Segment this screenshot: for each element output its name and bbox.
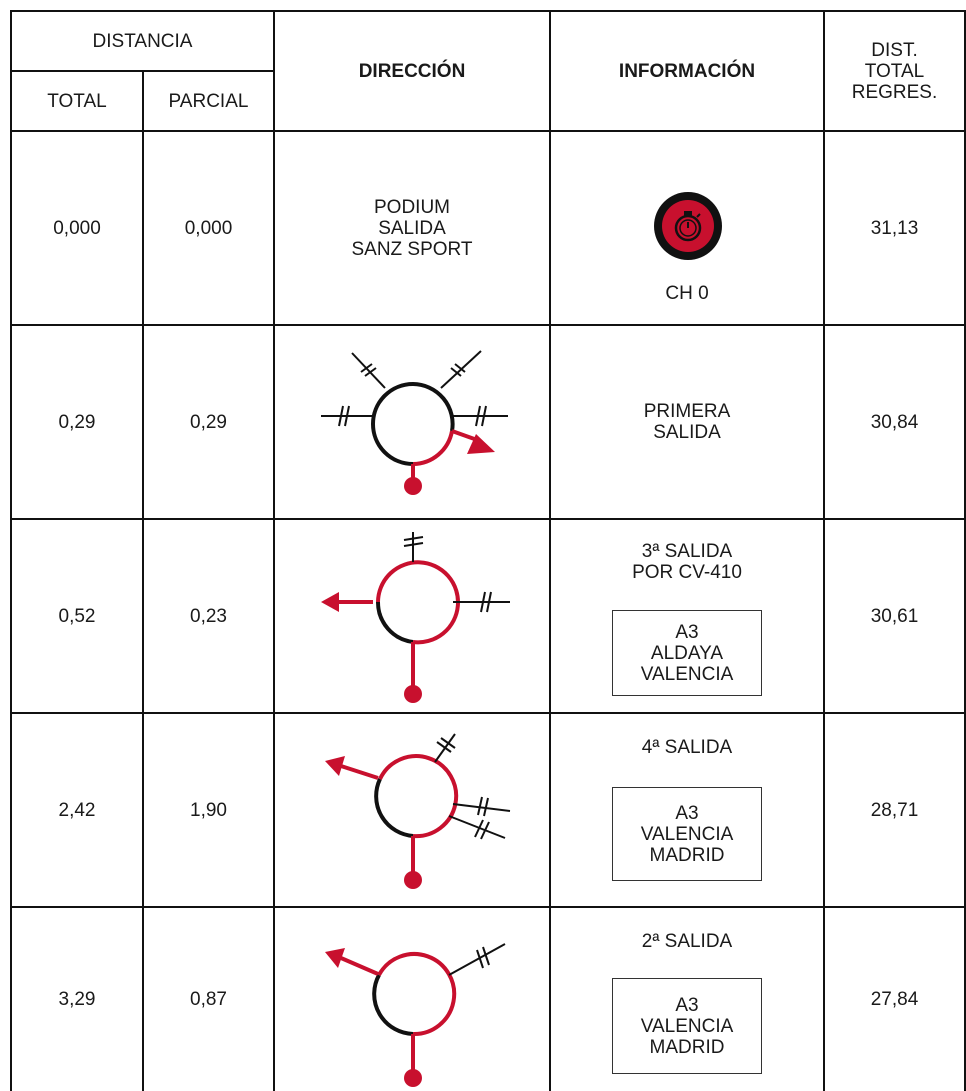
header-direccion: DIRECCIÓN bbox=[358, 60, 466, 82]
header-distancia: DISTANCIA bbox=[92, 30, 193, 52]
road-sign: A3 VALENCIA MADRID bbox=[612, 787, 762, 881]
row-parcial: 0,29 bbox=[190, 411, 227, 433]
row-total: 0,29 bbox=[58, 411, 96, 433]
row-parcial: 0,000 bbox=[184, 217, 233, 239]
row-regres: 28,71 bbox=[870, 799, 919, 821]
stopwatch-icon bbox=[654, 192, 722, 260]
row-info-text: PRIMERA SALIDA bbox=[643, 401, 731, 443]
row-total: 2,42 bbox=[58, 799, 96, 821]
row-parcial: 0,23 bbox=[190, 605, 227, 627]
row-regres: 30,61 bbox=[870, 605, 919, 627]
road-sign: A3 ALDAYA VALENCIA bbox=[612, 610, 762, 696]
road-sign: A3 VALENCIA MADRID bbox=[612, 978, 762, 1074]
row-regres: 31,13 bbox=[870, 217, 919, 239]
row-parcial: 0,87 bbox=[190, 989, 227, 1010]
row-icon-label: CH 0 bbox=[665, 282, 709, 304]
header-informacion: INFORMACIÓN bbox=[618, 60, 756, 82]
header-parcial: PARCIAL bbox=[168, 90, 249, 112]
row-info-text: 4ª SALIDA bbox=[641, 736, 733, 758]
row-regres: 30,84 bbox=[870, 411, 919, 433]
roundabout-fourth-exit-icon bbox=[325, 733, 511, 889]
row-info-text: 3ª SALIDA POR CV-410 bbox=[632, 541, 742, 583]
roundabout-second-exit-icon bbox=[325, 943, 506, 1087]
row-parcial: 1,90 bbox=[190, 799, 227, 821]
row-total: 0,000 bbox=[53, 217, 101, 239]
row-total: 3,29 bbox=[58, 989, 96, 1010]
row-total: 0,52 bbox=[58, 605, 96, 627]
header-dist-total-regres: DIST. TOTAL REGRES. bbox=[851, 39, 938, 103]
roundabout-first-exit-icon bbox=[321, 350, 508, 495]
header-total: TOTAL bbox=[47, 90, 107, 112]
row-info-text: 2ª SALIDA bbox=[641, 930, 733, 952]
roundabout-third-exit-icon bbox=[321, 532, 510, 703]
row-regres: 27,84 bbox=[870, 989, 919, 1010]
row-direccion-text: PODIUM SALIDA SANZ SPORT bbox=[351, 196, 473, 260]
